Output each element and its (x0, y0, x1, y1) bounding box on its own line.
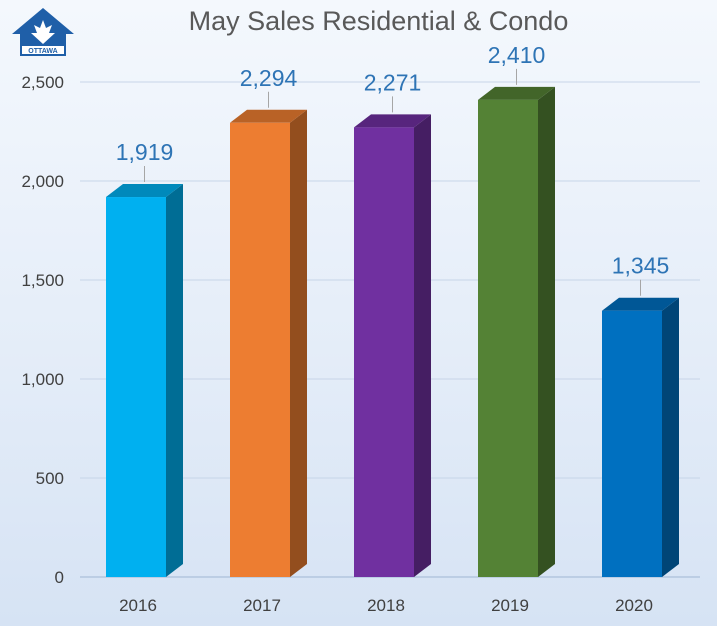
y-tick-label: 0 (55, 568, 64, 587)
bar-top (354, 114, 431, 128)
bar-top (478, 86, 555, 100)
bar-front (354, 127, 414, 577)
bar-side (538, 86, 555, 577)
bar-side (290, 109, 307, 578)
x-category-label: 2020 (615, 596, 653, 615)
bar-front (106, 197, 166, 577)
bar-top (602, 297, 679, 311)
bar-front (230, 122, 290, 578)
bar-front (478, 99, 538, 577)
y-tick-label: 1,500 (21, 271, 64, 290)
bar-side (166, 184, 183, 577)
bar-front (602, 310, 662, 577)
y-tick-label: 1,000 (21, 370, 64, 389)
data-label: 1,919 (116, 139, 174, 165)
x-category-label: 2016 (119, 596, 157, 615)
bar-side (662, 297, 679, 577)
bar-top (106, 184, 183, 198)
data-label: 2,410 (488, 42, 546, 68)
x-category-label: 2018 (367, 596, 405, 615)
bar-2017 (230, 109, 307, 578)
bar-2019 (478, 86, 555, 577)
y-tick-label: 500 (36, 469, 64, 488)
x-category-label: 2019 (491, 596, 529, 615)
chart-title: May Sales Residential & Condo (188, 6, 569, 36)
y-tick-label: 2,000 (21, 172, 64, 191)
bar-top (230, 109, 307, 123)
data-label: 1,345 (612, 253, 670, 279)
bar-2018 (354, 114, 431, 577)
bar-2016 (106, 184, 183, 577)
data-label: 2,271 (364, 69, 422, 95)
bar-2020 (602, 297, 679, 577)
ottawa-real-estate-board-logo: OTTAWA (8, 6, 78, 66)
data-label: 2,294 (240, 65, 298, 91)
bar-side (414, 114, 431, 577)
x-category-label: 2017 (243, 596, 281, 615)
y-tick-label: 2,500 (21, 73, 64, 92)
svg-text:OTTAWA: OTTAWA (28, 48, 57, 55)
